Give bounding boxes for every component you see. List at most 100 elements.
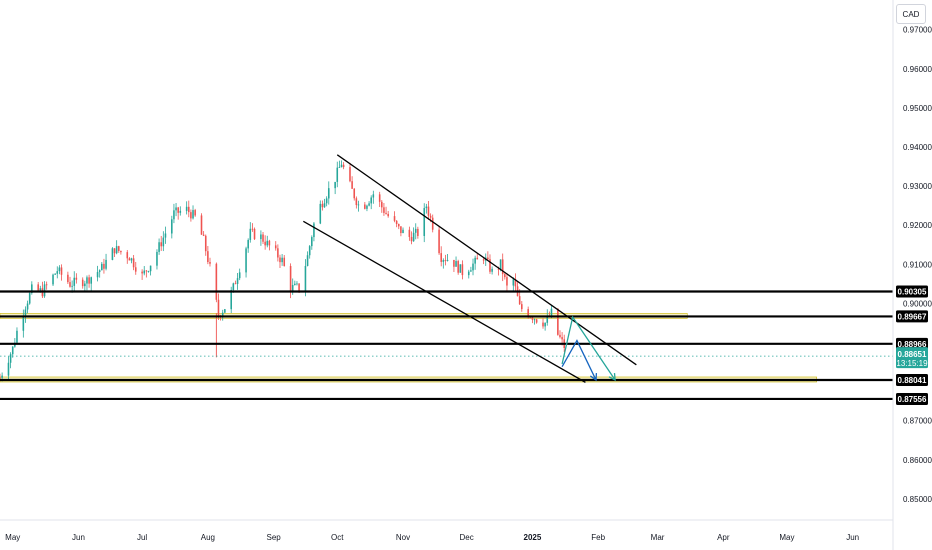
candle-body (311, 237, 313, 247)
price-tick-label: 0.87000 (903, 417, 932, 426)
candle-body (224, 309, 226, 313)
candle-body (177, 207, 179, 213)
candle-body (251, 228, 254, 230)
time-tick-label: May (779, 533, 794, 542)
candle-body (37, 284, 39, 291)
channel-trendline (336, 154, 637, 366)
candle-body (22, 316, 25, 331)
time-tick-label: Dec (460, 533, 474, 542)
candle-body (455, 261, 457, 267)
candle-body (512, 279, 515, 286)
candle-body (162, 237, 165, 247)
candle-body (268, 240, 271, 246)
candle-body (487, 257, 489, 260)
price-axis[interactable]: 0.97000 0.96000 0.95000 0.94000 0.93000 0.920… (903, 26, 932, 504)
candle-body (357, 204, 360, 206)
candle-body (52, 274, 54, 285)
candle-body (378, 194, 381, 202)
price-badges: 0.90305 0.89667 0.88966 0.88041 0.87556 0.886… (896, 285, 928, 405)
candle-body (245, 248, 247, 273)
candle-body (120, 250, 122, 253)
candle-body (9, 354, 12, 363)
candle-body (308, 246, 311, 256)
candle-body (173, 210, 175, 220)
candle-body (171, 219, 173, 234)
candle-body (88, 277, 90, 284)
candle-body (160, 242, 163, 247)
candle-body (141, 271, 143, 274)
candle-body (230, 290, 232, 310)
candle-body (397, 224, 400, 227)
price-tick-label: 0.86000 (903, 456, 932, 465)
candle-body (427, 206, 430, 216)
candle-body (232, 283, 235, 291)
currency-label[interactable]: CAD (896, 4, 926, 24)
candle-body (81, 279, 84, 287)
time-tick-label: Jun (846, 533, 859, 542)
candle-body (518, 296, 521, 305)
candle-body (501, 259, 504, 275)
candle-body (474, 257, 476, 264)
candle-body (429, 215, 432, 218)
candle-body (535, 319, 538, 323)
time-tick-label: Aug (201, 533, 215, 542)
price-tick-label: 0.97000 (903, 26, 932, 35)
candle-body (395, 220, 398, 225)
price-tick-label: 0.85000 (903, 495, 932, 504)
time-axis[interactable]: May Jun Jul Aug Sep Oct Nov Dec 2025 Feb Mar Apr May… (5, 533, 859, 542)
candle-body (353, 188, 356, 199)
candle-body (531, 317, 534, 320)
candle-body (149, 265, 152, 272)
candle-body (26, 303, 29, 310)
candle-body (414, 228, 417, 233)
candle-body (111, 248, 114, 260)
candle-body (444, 260, 447, 261)
candle-body (175, 207, 177, 211)
candle-body (323, 203, 326, 208)
level-price-badge (896, 337, 928, 350)
candle-body (459, 264, 462, 273)
candle-body (132, 258, 135, 268)
current-price-badge (896, 347, 928, 369)
level-price-text: 0.88041 (898, 376, 927, 385)
candle-body (90, 277, 93, 284)
candle-body (24, 309, 27, 317)
candle-body (355, 198, 358, 206)
candle-body (96, 272, 99, 278)
candle-body (207, 251, 209, 263)
level-price-text: 0.89667 (898, 312, 927, 321)
candle-body (470, 270, 472, 272)
candle-body (499, 259, 502, 269)
candle-body (304, 265, 307, 291)
time-tick-label: Jul (137, 533, 147, 542)
candle-body (544, 322, 546, 327)
level-price-badge (896, 373, 928, 386)
candles-layer (0, 160, 566, 382)
candle-body (187, 206, 190, 213)
candle-body (1, 375, 3, 378)
candle-body (101, 263, 103, 271)
candle-body (134, 267, 137, 272)
level-price-badge (896, 310, 928, 323)
time-tick-label: Sep (267, 533, 282, 542)
candle-body (86, 277, 88, 284)
candle-body (249, 228, 252, 240)
time-tick-label: Apr (717, 533, 730, 542)
level-price-text: 0.88966 (898, 340, 927, 349)
candle-body (130, 258, 133, 261)
candle-body (425, 206, 428, 209)
level-price-text: 0.90305 (898, 287, 927, 296)
candle-body (489, 259, 491, 272)
candle-body (446, 259, 449, 261)
candle-body (533, 319, 536, 321)
current-price-text: 0.88651 (898, 350, 927, 359)
candle-body (202, 234, 205, 236)
candle-body (128, 258, 131, 261)
candle-body (11, 346, 14, 355)
candle-body (408, 229, 411, 237)
candle-body (60, 267, 63, 275)
price-tick-label: 0.92000 (903, 221, 932, 230)
candle-body (185, 206, 188, 211)
candle-body (247, 239, 249, 249)
